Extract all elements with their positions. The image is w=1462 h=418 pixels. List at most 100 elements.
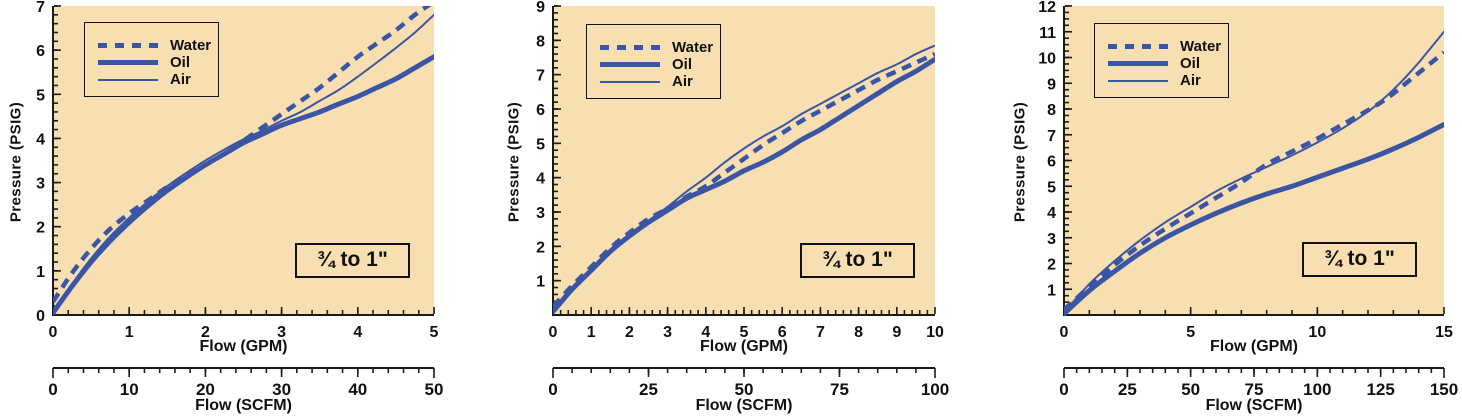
scfm-tick-label: 10 bbox=[120, 380, 139, 399]
y-tick-label: 4 bbox=[36, 131, 45, 148]
curve-oil bbox=[1064, 121, 1444, 317]
y-tick-label: 7 bbox=[536, 68, 545, 85]
y-tick-label: 8 bbox=[1047, 102, 1056, 119]
scfm-tick-label: 75 bbox=[1245, 380, 1264, 399]
y-tick-label: 12 bbox=[1038, 0, 1056, 16]
y-tick-label: 6 bbox=[1047, 154, 1056, 171]
x-axis-title-gpm: Flow (GPM) bbox=[199, 338, 288, 355]
legend-item-oil: Oil bbox=[98, 54, 218, 71]
scfm-tick-label: 25 bbox=[639, 380, 658, 399]
legend: Water Oil Air bbox=[84, 22, 219, 97]
x-axis-title-scfm: Flow (SCFM) bbox=[195, 397, 292, 414]
y-tick-label: 7 bbox=[36, 0, 45, 16]
legend-label: Oil bbox=[1180, 55, 1201, 72]
pipe-size-label: ¾ to 1" bbox=[800, 243, 915, 278]
x-tick-label: 4 bbox=[701, 324, 710, 341]
y-axis-title: Pressure (PSIG) bbox=[505, 101, 523, 223]
legend-label: Water bbox=[170, 37, 212, 54]
curve-air bbox=[53, 13, 434, 314]
y-tick-label: 4 bbox=[1047, 205, 1056, 222]
x-tick-label: 0 bbox=[49, 324, 58, 341]
x-tick-label: 7 bbox=[816, 324, 825, 341]
y-tick-label: 1 bbox=[536, 274, 545, 291]
scfm-tick-label: 30 bbox=[272, 380, 291, 399]
y-axis-title: Pressure (PSIG) bbox=[1011, 101, 1029, 223]
legend: Water Oil Air bbox=[1094, 23, 1229, 98]
scfm-tick-label: 0 bbox=[1059, 380, 1068, 399]
y-tick-label: 5 bbox=[36, 87, 45, 104]
curve-oil bbox=[553, 56, 935, 315]
legend-item-water: Water bbox=[98, 37, 218, 54]
curve-oil bbox=[53, 54, 434, 316]
water-line-sample bbox=[98, 43, 158, 48]
legend-item-water: Water bbox=[1108, 38, 1228, 55]
y-tick-label: 2 bbox=[536, 239, 545, 256]
scfm-tick-label: 75 bbox=[830, 380, 849, 399]
pipe-size-label: ¾ to 1" bbox=[295, 243, 410, 278]
x-tick-label: 0 bbox=[1060, 324, 1069, 341]
legend-item-water: Water bbox=[600, 39, 720, 56]
x-tick-label: 8 bbox=[854, 324, 863, 341]
air-line-sample bbox=[98, 78, 158, 81]
curve-water bbox=[553, 52, 935, 308]
chart-canvas-2: 0 1 2 3 4 5 6 7 8 9 10 1 2 3 4 5 6 7 8 9 0 25 50 75 100 bbox=[536, 0, 949, 399]
oil-line-sample bbox=[600, 62, 660, 67]
legend-label: Air bbox=[1180, 72, 1201, 89]
x-tick-label: 3 bbox=[277, 324, 286, 341]
legend-item-air: Air bbox=[600, 73, 720, 90]
x-tick-label: 3 bbox=[663, 324, 672, 341]
x-tick-label: 6 bbox=[778, 324, 787, 341]
scfm-tick-label: 100 bbox=[921, 380, 949, 399]
x-axis-title-scfm: Flow (SCFM) bbox=[1205, 397, 1303, 414]
pipe-size-label: ¾ to 1" bbox=[1302, 242, 1417, 277]
x-tick-label: 2 bbox=[625, 324, 634, 341]
air-line-sample bbox=[600, 80, 660, 83]
y-tick-label: 0 bbox=[36, 308, 45, 325]
x-tick-label: 5 bbox=[740, 324, 749, 341]
legend-label: Water bbox=[672, 39, 714, 56]
chart-panel-1: 0 1 2 3 4 5 0 1 2 3 4 5 6 7 0 10 20 30 40 50 Pressure (PSIG… bbox=[0, 0, 487, 418]
y-tick-label: 2 bbox=[36, 220, 45, 237]
scfm-tick-label: 20 bbox=[196, 380, 215, 399]
curve-air bbox=[553, 44, 935, 311]
scfm-tick-label: 0 bbox=[548, 380, 557, 399]
y-tick-label: 5 bbox=[536, 136, 545, 153]
y-tick-label: 6 bbox=[536, 102, 545, 119]
legend-item-air: Air bbox=[1108, 72, 1228, 89]
scfm-tick-label: 25 bbox=[1118, 380, 1137, 399]
y-tick-label: 3 bbox=[36, 176, 45, 193]
water-line-sample bbox=[600, 45, 660, 50]
y-tick-label: 7 bbox=[1047, 128, 1056, 145]
legend-label: Air bbox=[170, 71, 191, 88]
scfm-tick-label: 125 bbox=[1366, 380, 1394, 399]
scfm-tick-label: 50 bbox=[1181, 380, 1200, 399]
curve-water bbox=[53, 6, 432, 304]
x-tick-label: 15 bbox=[1435, 324, 1453, 341]
y-tick-label: 6 bbox=[36, 43, 45, 60]
y-tick-label: 10 bbox=[1038, 51, 1056, 68]
legend-item-oil: Oil bbox=[600, 56, 720, 73]
plot-area bbox=[53, 6, 434, 315]
x-tick-label: 1 bbox=[125, 324, 134, 341]
x-tick-label: 4 bbox=[353, 324, 362, 341]
legend-label: Oil bbox=[672, 56, 693, 73]
legend-label: Air bbox=[672, 73, 693, 90]
legend-label: Water bbox=[1180, 38, 1222, 55]
x-axis-title-gpm: Flow (GPM) bbox=[1210, 338, 1298, 355]
y-tick-label: 3 bbox=[536, 205, 545, 222]
scfm-tick-label: 50 bbox=[425, 380, 444, 399]
curve-air bbox=[1064, 30, 1444, 314]
x-tick-label: 9 bbox=[892, 324, 901, 341]
y-axis-title: Pressure (PSIG) bbox=[7, 101, 25, 223]
x-axis-title-gpm: Flow (GPM) bbox=[700, 338, 788, 355]
oil-line-sample bbox=[98, 60, 158, 65]
y-tick-label: 4 bbox=[536, 171, 545, 188]
oil-line-sample bbox=[1108, 61, 1168, 66]
x-tick-label: 5 bbox=[430, 324, 439, 341]
legend-item-oil: Oil bbox=[1108, 55, 1228, 72]
curve-water bbox=[1064, 50, 1444, 312]
y-tick-label: 3 bbox=[1047, 231, 1056, 248]
